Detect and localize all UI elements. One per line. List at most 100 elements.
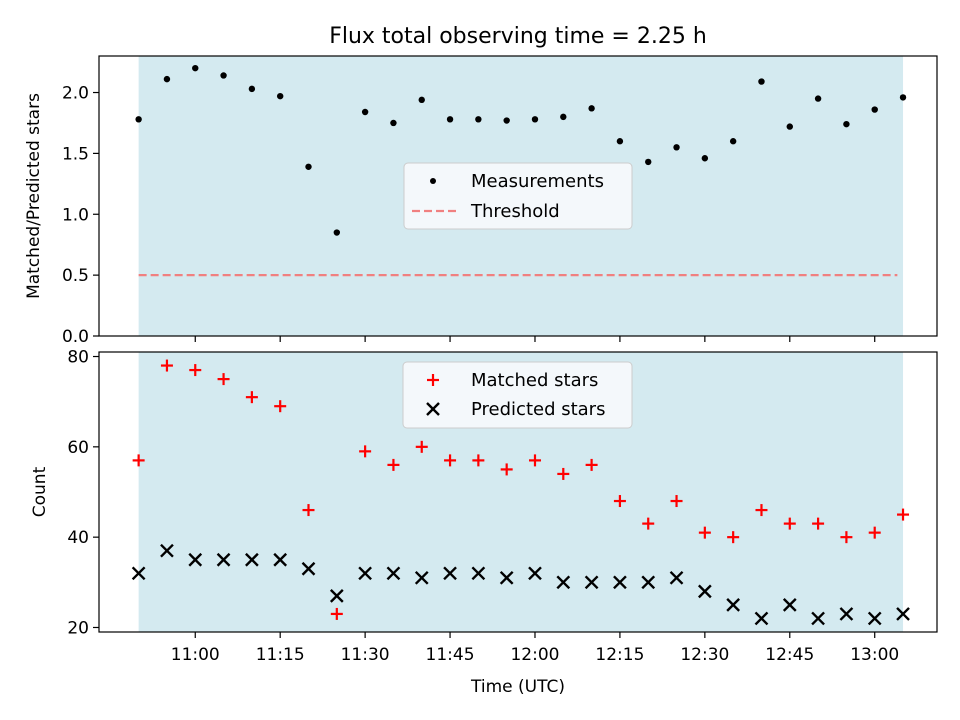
top-legend: Measurements Threshold — [403, 162, 633, 230]
measurement-point — [390, 119, 397, 127]
matched-star-point — [812, 517, 825, 530]
top-panel: 0.00.51.01.52.0 Matched/Predicted stars … — [24, 55, 938, 347]
x-tick-label: 11:00 — [171, 645, 220, 665]
predicted-star-point — [782, 598, 797, 612]
predicted-star-point — [556, 575, 571, 590]
predicted-star-point — [131, 566, 146, 581]
legend-label-measurements: Measurements — [471, 171, 604, 192]
predicted-star-point — [584, 575, 599, 590]
measurement-point — [276, 92, 284, 100]
measurement-point — [814, 95, 822, 102]
measurement-point — [135, 116, 142, 123]
matched-star-point — [727, 531, 740, 544]
matched-star-point — [189, 364, 202, 377]
x-tick-label: 12:15 — [595, 645, 644, 665]
matched-star-point — [245, 391, 258, 404]
matched-star-point — [868, 526, 881, 539]
top-y-tick-label: 0.0 — [62, 327, 89, 347]
predicted-star-point — [811, 611, 825, 626]
measurement-point — [899, 94, 907, 101]
x-axis-label: Time (UTC) — [470, 677, 565, 697]
bottom-y-tick-label: 20 — [67, 618, 89, 638]
matched-star-point — [840, 531, 853, 544]
matched-star-point — [557, 467, 570, 480]
predicted-star-point — [358, 566, 372, 581]
bottom-y-tick-label: 60 — [67, 438, 89, 458]
measurement-point — [503, 117, 510, 124]
measurement-point — [588, 105, 595, 112]
matched-star-point — [359, 445, 372, 458]
top-y-axis-label: Matched/Predicted stars — [24, 93, 44, 299]
measurement-point — [361, 108, 369, 116]
measurement-point — [333, 229, 341, 236]
bottom-legend: Matched stars Predicted stars — [402, 361, 633, 429]
predicted-star-point — [754, 611, 769, 626]
predicted-star-point — [867, 611, 882, 626]
chart-title: Flux total observing time = 2.25 h — [329, 24, 707, 49]
measurement-point — [192, 64, 199, 72]
bottom-legend-box — [402, 361, 633, 429]
x-tick-label: 12:30 — [680, 645, 729, 665]
bottom-y-axis-label: Count — [30, 466, 50, 517]
matched-star-point — [698, 526, 711, 539]
top-y-tick-label: 1.5 — [62, 144, 89, 164]
matched-star-point — [897, 508, 910, 521]
legend-x-glyph — [426, 402, 440, 416]
predicted-star-point — [188, 552, 203, 567]
matched-star-point — [755, 504, 768, 517]
predicted-star-point — [329, 589, 344, 603]
matched-star-point — [302, 504, 315, 517]
predicted-star-point — [245, 552, 259, 567]
matched-star-point — [387, 458, 400, 471]
predicted-star-point — [839, 607, 854, 621]
measurement-point — [220, 72, 227, 79]
x-tick-label: 12:45 — [765, 645, 814, 665]
matched-star-point — [132, 454, 145, 467]
measurement-point — [531, 116, 539, 123]
top-axes-frame — [98, 55, 938, 337]
measurement-points — [135, 64, 907, 236]
measurement-point — [248, 85, 256, 93]
legend-marker-matched-stars — [427, 374, 439, 386]
measurement-point — [786, 123, 793, 130]
measurement-point — [729, 138, 737, 145]
measurement-point — [163, 75, 171, 83]
bottom-axes-frame — [98, 351, 938, 633]
top-ticks: 0.0 0.5 1.0 1.5 2.0 — [62, 84, 876, 347]
predicted-star-point — [471, 566, 486, 581]
legend-label-matched-stars: Matched stars — [471, 370, 598, 391]
count-points — [131, 359, 910, 626]
measurement-point — [305, 163, 312, 170]
measurement-point — [616, 138, 624, 145]
matched-star-point — [274, 400, 287, 413]
legend-marker-predicted-stars — [426, 402, 440, 416]
measurement-point — [758, 78, 765, 85]
predicted-star-point — [273, 552, 288, 567]
predicted-star-point — [726, 598, 741, 612]
matched-star-point — [500, 463, 513, 476]
matched-star-point — [444, 454, 457, 467]
predicted-star-point — [216, 552, 231, 567]
top-y-tick-label: 0.5 — [62, 266, 89, 286]
x-tick-label: 13:00 — [850, 645, 899, 665]
legend-label-threshold: Threshold — [470, 201, 560, 222]
predicted-star-point — [528, 566, 542, 581]
matched-star-point — [642, 517, 655, 530]
top-legend-box — [403, 162, 633, 230]
measurement-point — [843, 120, 850, 128]
predicted-star-point — [896, 607, 910, 621]
legend-label-predicted-stars: Predicted stars — [471, 399, 605, 420]
legend-plus-glyph — [427, 374, 439, 386]
matched-star-point — [528, 454, 541, 467]
predicted-star-point — [499, 570, 514, 585]
matched-star-point — [330, 607, 343, 620]
predicted-star-point — [641, 575, 656, 590]
matched-star-point — [613, 495, 626, 508]
bottom-y-tick-label: 40 — [67, 528, 89, 548]
x-tick-label: 12:00 — [510, 645, 559, 665]
legend-marker-measurements — [430, 178, 436, 184]
measurement-point — [701, 155, 709, 162]
x-tick-label: 11:45 — [426, 645, 475, 665]
top-y-tick-label: 1.0 — [62, 205, 89, 225]
